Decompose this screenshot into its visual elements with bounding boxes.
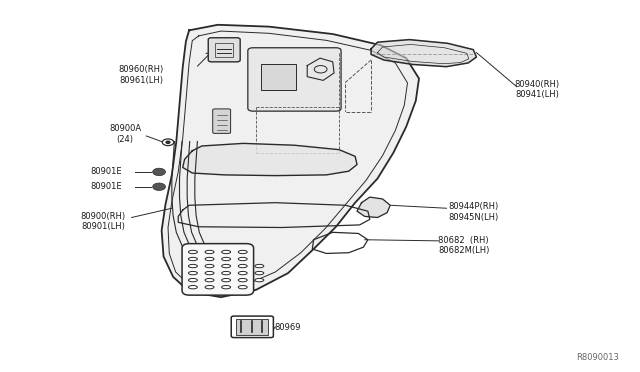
Ellipse shape xyxy=(205,285,214,289)
Ellipse shape xyxy=(188,285,197,289)
FancyBboxPatch shape xyxy=(248,48,341,111)
Ellipse shape xyxy=(238,250,247,254)
Ellipse shape xyxy=(221,272,230,275)
Text: 80960(RH)
80961(LH): 80960(RH) 80961(LH) xyxy=(118,65,164,84)
Circle shape xyxy=(153,183,166,190)
Ellipse shape xyxy=(221,250,230,254)
Ellipse shape xyxy=(205,279,214,282)
Polygon shape xyxy=(357,197,390,218)
Text: 80682  (RH)
80682M(LH): 80682 (RH) 80682M(LH) xyxy=(438,235,490,255)
Polygon shape xyxy=(162,25,419,297)
Ellipse shape xyxy=(238,279,247,282)
Text: 80900(RH)
80901(LH): 80900(RH) 80901(LH) xyxy=(80,212,125,231)
Ellipse shape xyxy=(221,264,230,268)
Ellipse shape xyxy=(205,250,214,254)
Ellipse shape xyxy=(188,279,197,282)
FancyBboxPatch shape xyxy=(182,244,253,295)
Ellipse shape xyxy=(205,272,214,275)
Text: R8090013: R8090013 xyxy=(576,353,619,362)
Text: 80900A
(24): 80900A (24) xyxy=(109,124,141,144)
Text: 80940(RH)
80941(LH): 80940(RH) 80941(LH) xyxy=(515,80,560,99)
Ellipse shape xyxy=(205,257,214,261)
Ellipse shape xyxy=(238,285,247,289)
Circle shape xyxy=(166,141,170,143)
FancyBboxPatch shape xyxy=(212,109,230,134)
Ellipse shape xyxy=(221,257,230,261)
Ellipse shape xyxy=(188,272,197,275)
Ellipse shape xyxy=(238,264,247,268)
Text: 80944P(RH)
80945N(LH): 80944P(RH) 80945N(LH) xyxy=(448,202,499,222)
Text: 80969: 80969 xyxy=(275,323,301,332)
FancyBboxPatch shape xyxy=(208,38,240,62)
Ellipse shape xyxy=(255,272,264,275)
Ellipse shape xyxy=(221,285,230,289)
Ellipse shape xyxy=(205,264,214,268)
Ellipse shape xyxy=(238,272,247,275)
Text: 80901E: 80901E xyxy=(90,167,122,176)
Ellipse shape xyxy=(238,257,247,261)
FancyBboxPatch shape xyxy=(231,316,273,337)
Circle shape xyxy=(153,168,166,176)
Ellipse shape xyxy=(255,264,264,268)
Ellipse shape xyxy=(255,279,264,282)
Text: 80901E: 80901E xyxy=(90,182,122,190)
Bar xyxy=(236,319,268,335)
Ellipse shape xyxy=(188,257,197,261)
Ellipse shape xyxy=(188,250,197,254)
Ellipse shape xyxy=(188,264,197,268)
Bar xyxy=(261,64,296,90)
Bar xyxy=(215,42,233,57)
Polygon shape xyxy=(182,143,357,176)
Ellipse shape xyxy=(221,279,230,282)
Polygon shape xyxy=(371,39,476,67)
